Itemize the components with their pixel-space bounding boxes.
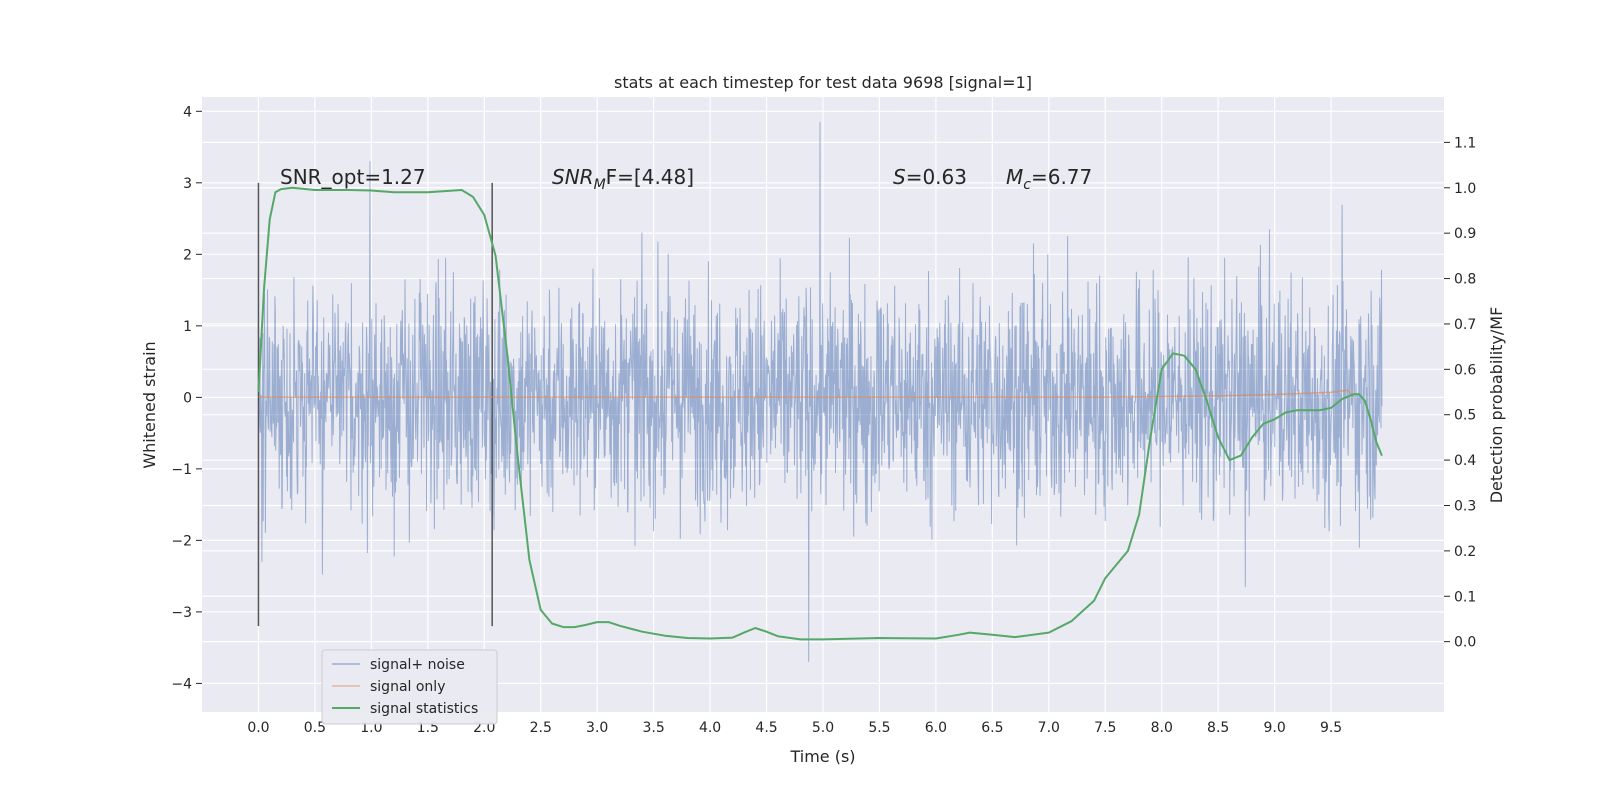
y-tick-labels: −4 −3 −2 −1 0 1 2 3 4 [171, 104, 202, 692]
mc-main: M [1006, 165, 1023, 189]
x-tick-label: 5.0 [812, 720, 834, 736]
legend-label-signal-only: signal only [370, 679, 445, 695]
y-tick-label: 2 [183, 247, 192, 263]
x-tick-label: 0.0 [247, 720, 269, 736]
legend: signal+ noise signal only signal statist… [321, 649, 498, 725]
y-tick-label: 0 [183, 390, 192, 406]
y2-tick-label: 0.6 [1454, 362, 1476, 378]
snr-mf-rest: F=[4.48] [606, 165, 694, 189]
x-tick-label: 3.0 [586, 720, 608, 736]
annotation-snr-opt: SNR_opt=1.27 [280, 165, 426, 189]
s-rest: =0.63 [906, 165, 967, 189]
x-tick-label: 4.0 [699, 720, 721, 736]
signal-only-line [258, 389, 1355, 399]
x-tick-label: 0.5 [304, 720, 326, 736]
x-tick-label: 9.5 [1320, 720, 1342, 736]
y-tick-label: −1 [171, 462, 192, 478]
y-tick-label: 1 [183, 319, 192, 335]
x-tick-label: 3.5 [643, 720, 665, 736]
mc-sub: c [1023, 177, 1031, 193]
y2-tick-label: 0.8 [1454, 272, 1476, 288]
y-tick-label: 3 [183, 176, 192, 192]
y2-tick-label: 0.3 [1454, 498, 1476, 514]
x-tick-label: 6.5 [981, 720, 1003, 736]
chart-title: stats at each timestep for test data 969… [614, 73, 1032, 92]
y2-tick-label: 0.0 [1454, 635, 1476, 651]
y-axis-label: Whitened strain [140, 341, 159, 468]
signal-statistics-line [257, 186, 1383, 641]
y-tick-label: −3 [171, 605, 192, 621]
series-signal-statistics [257, 186, 1383, 641]
snr-mf-main: SNR [552, 165, 594, 189]
annotation-mc: Mc=6.77 [1006, 165, 1092, 193]
legend-label-signal-noise: signal+ noise [370, 657, 465, 673]
legend-label-signal-statistics: signal statistics [370, 701, 478, 717]
x-tick-label: 7.0 [1038, 720, 1060, 736]
y2-tick-label: 0.1 [1454, 589, 1476, 605]
x-tick-label: 8.0 [1151, 720, 1173, 736]
y2-tick-label: 0.4 [1454, 453, 1476, 469]
s-italic: S [893, 165, 906, 189]
x-tick-label: 4.5 [755, 720, 777, 736]
y2-tick-label: 0.9 [1454, 226, 1476, 242]
x-tick-label: 8.5 [1207, 720, 1229, 736]
x-tick-label: 2.5 [530, 720, 552, 736]
y2-axis-label: Detection probability/MF [1487, 307, 1506, 504]
x-axis-label: Time (s) [789, 747, 855, 766]
noise-line [258, 121, 1383, 662]
window-lines [257, 182, 493, 627]
snr-mf-sub: M [594, 177, 606, 193]
legend-box [321, 649, 498, 725]
mc-rest: =6.77 [1031, 165, 1092, 189]
y2-tick-label: 1.0 [1454, 181, 1476, 197]
y2-tick-label: 0.7 [1454, 317, 1476, 333]
x-tick-label: 5.5 [868, 720, 890, 736]
x-tick-label: 9.0 [1264, 720, 1286, 736]
annotation-snr-mf: SNRMF=[4.48] [552, 165, 694, 193]
y-tick-label: −2 [171, 533, 192, 549]
series-signal-noise [258, 121, 1383, 662]
y2-tick-label: 0.2 [1454, 544, 1476, 560]
y-tick-label: −4 [171, 676, 192, 692]
series-signal-only [258, 389, 1355, 399]
y-tick-label: 4 [183, 104, 192, 120]
y2-tick-label: 1.1 [1454, 135, 1476, 151]
y2-tick-label: 0.5 [1454, 408, 1476, 424]
y2-tick-labels: 0.0 0.1 0.2 0.3 0.4 0.5 0.6 0.7 0.8 0.9 1.0 1.1 [1444, 135, 1476, 651]
annotation-s: S=0.63 [893, 165, 967, 189]
x-tick-label: 7.5 [1094, 720, 1116, 736]
x-tick-label: 6.0 [925, 720, 947, 736]
